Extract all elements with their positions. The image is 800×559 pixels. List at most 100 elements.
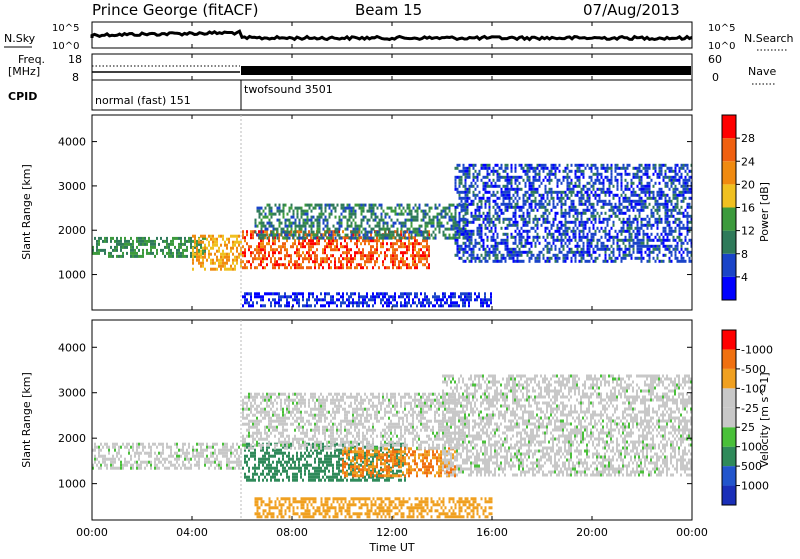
heatmap-cell <box>98 448 100 452</box>
heatmap-cell <box>686 229 689 233</box>
heatmap-cell <box>662 175 665 179</box>
heatmap-cell <box>198 460 200 464</box>
heatmap-cell <box>356 245 358 249</box>
heatmap-cell <box>612 193 615 197</box>
heatmap-cell <box>298 257 300 261</box>
heatmap-cell <box>600 172 603 176</box>
heatmap-cell <box>458 163 461 167</box>
heatmap-cell <box>582 235 585 239</box>
heatmap-cell <box>534 214 537 218</box>
heatmap-cell <box>560 205 563 209</box>
heatmap-cell <box>350 221 353 225</box>
heatmap-cell <box>356 242 358 246</box>
heatmap-cell <box>388 230 391 234</box>
heatmap-cell <box>350 301 352 305</box>
heatmap-cell <box>678 232 681 236</box>
heatmap-cell <box>316 295 318 299</box>
heatmap-cell <box>278 257 280 261</box>
heatmap-cell <box>244 295 246 299</box>
heatmap-cell <box>302 295 304 299</box>
heatmap-cell <box>462 202 465 206</box>
heatmap-cell <box>656 172 659 176</box>
heatmap-cell <box>536 208 539 212</box>
heatmap-cell <box>686 220 689 224</box>
heatmap-cell <box>286 472 288 476</box>
heatmap-cell <box>114 442 116 446</box>
heatmap-cell <box>356 263 358 267</box>
heatmap-cell <box>182 248 184 252</box>
heatmap-cell <box>296 478 298 482</box>
heatmap-cell <box>458 304 460 308</box>
heatmap-cell <box>640 208 643 212</box>
heatmap-cell <box>294 463 296 467</box>
heatmap-cell <box>376 233 379 237</box>
heatmap-cell <box>378 230 381 234</box>
heatmap-cell <box>484 295 486 299</box>
heatmap-cell <box>506 166 509 170</box>
heatmap-cell <box>636 184 639 188</box>
heatmap-cell <box>464 196 467 200</box>
heatmap-cell <box>628 196 631 200</box>
heatmap-cell <box>280 248 282 252</box>
heatmap-cell <box>468 187 471 191</box>
heatmap-cell <box>330 298 332 302</box>
heatmap-cell <box>526 190 529 194</box>
heatmap-cell <box>270 301 272 305</box>
heatmap-cell <box>318 475 320 479</box>
heatmap-cell <box>646 169 649 173</box>
heatmap-cell <box>566 250 569 254</box>
heatmap-cell <box>276 478 278 482</box>
heatmap-cell <box>440 298 442 302</box>
heatmap-cell <box>598 217 601 221</box>
heatmap-cell <box>602 190 605 194</box>
heatmap-cell <box>310 233 312 237</box>
heatmap-cell <box>314 206 317 210</box>
heatmap-cell <box>656 208 659 212</box>
heatmap-cell <box>348 215 351 219</box>
heatmap-cell <box>510 247 513 251</box>
heatmap-cell <box>542 256 545 260</box>
heatmap-cell <box>600 247 603 251</box>
heatmap-cell <box>206 454 208 458</box>
heatmap-cell <box>646 235 649 239</box>
heatmap-cell <box>256 301 258 305</box>
heatmap-cell <box>302 236 305 240</box>
heatmap-cell <box>256 209 259 213</box>
heatmap-cell <box>236 237 238 241</box>
heatmap-cell <box>424 212 427 216</box>
heatmap-cell <box>294 260 296 264</box>
heatmap-cell <box>392 298 394 302</box>
heatmap-cell <box>520 163 523 167</box>
heatmap-cell <box>336 221 339 225</box>
heatmap-cell <box>318 466 320 470</box>
heatmap-cell <box>408 301 410 305</box>
heatmap-cell <box>464 205 467 209</box>
heatmap-cell <box>400 230 402 234</box>
heatmap-cell <box>476 229 479 233</box>
heatmap-cell <box>292 292 294 296</box>
heatmap-cell <box>454 230 457 234</box>
heatmap-cell <box>464 175 467 179</box>
heatmap-cell <box>612 247 615 251</box>
heatmap-cell <box>412 218 415 222</box>
heatmap-cell <box>622 250 625 254</box>
heatmap-cell <box>646 184 649 188</box>
heatmap-cell <box>668 214 671 218</box>
heatmap-cell <box>490 169 493 173</box>
heatmap-cell <box>678 235 681 239</box>
heatmap-cell <box>370 295 372 299</box>
heatmap-cell <box>406 295 408 299</box>
heatmap-cell <box>632 250 635 254</box>
heatmap-cell <box>314 218 317 222</box>
heatmap-cell <box>176 457 178 461</box>
heatmap-cell <box>622 226 625 230</box>
heatmap-cell <box>668 220 671 224</box>
heatmap-cell <box>688 229 691 233</box>
heatmap-cell <box>440 221 443 225</box>
heatmap-cell <box>686 166 689 170</box>
heatmap-cell <box>580 238 583 242</box>
heatmap-cell <box>502 211 505 215</box>
heatmap-cell <box>336 242 338 246</box>
heatmap-cell <box>270 260 272 264</box>
heatmap-cell <box>652 205 655 209</box>
